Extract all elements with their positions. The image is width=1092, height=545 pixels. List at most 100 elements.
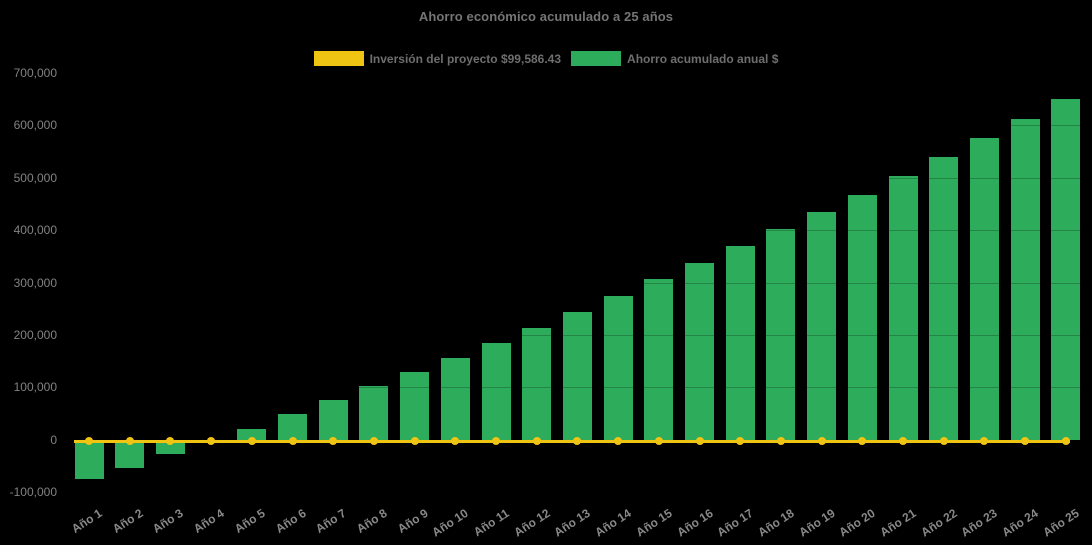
line-marker (939, 437, 948, 446)
bar-año-3 (155, 439, 185, 455)
x-tick-label: Año 20 (836, 506, 878, 540)
investment-label: Inversión del proyecto $99,586.43 (369, 51, 562, 66)
x-tick-label: Año 24 (999, 506, 1041, 540)
line-marker (858, 437, 867, 446)
line-marker (207, 437, 216, 446)
x-tick-label: Año 14 (592, 506, 634, 540)
bar-año-6 (278, 414, 307, 440)
bar-año-5 (237, 428, 267, 440)
x-tick-label: Año 25 (1040, 506, 1082, 540)
bar-año-20 (847, 194, 877, 440)
line-marker (451, 437, 460, 446)
y-tick-label: -100,000 (9, 485, 57, 499)
line-marker (614, 437, 623, 446)
line-marker (776, 437, 785, 446)
x-tick-label: Año 2 (109, 506, 146, 536)
y-tick-label: 500,000 (13, 170, 57, 185)
line-marker (369, 437, 378, 446)
line-marker (532, 437, 541, 446)
x-tick-label: Año 21 (877, 506, 919, 540)
line-marker (817, 437, 826, 446)
grid-line (68, 177, 1085, 179)
y-tick-label: 200,000 (13, 327, 57, 342)
bar-año-22 (929, 156, 959, 440)
grid-line (68, 282, 1085, 284)
grid-line (68, 73, 1085, 74)
x-tick-label: Año 17 (714, 506, 756, 540)
x-tick-label: Año 11 (470, 506, 512, 540)
y-tick-label: 100,000 (13, 380, 57, 395)
x-tick-label: Año 5 (231, 506, 268, 536)
line-marker (1021, 437, 1030, 446)
legend-item-investment: Inversión del proyecto $99,586.43 (313, 51, 562, 66)
x-tick-label: Año 9 (394, 506, 431, 536)
grid-line (68, 230, 1085, 232)
bar-año-23 (969, 137, 999, 440)
savings-label: Ahorro acumulado anual $ (627, 51, 779, 66)
line-marker (695, 437, 704, 446)
investment-swatch (313, 51, 364, 66)
bar-año-1 (74, 439, 104, 480)
line-marker (573, 437, 582, 446)
x-tick-label: Año 10 (429, 506, 471, 540)
savings-swatch (571, 51, 622, 66)
line-marker (329, 437, 338, 446)
x-tick-label: Año 4 (191, 506, 227, 536)
x-tick-label: Año 8 (353, 506, 390, 536)
x-tick-label: Año 12 (511, 506, 553, 540)
bar-año-11 (481, 343, 511, 440)
line-marker (166, 437, 175, 446)
y-tick-label: 300,000 (13, 275, 57, 290)
line-marker (980, 437, 989, 446)
bar-año-8 (359, 386, 389, 440)
line-marker (288, 437, 297, 446)
bar-año-14 (603, 296, 633, 440)
line-marker (899, 437, 907, 446)
bar-año-13 (562, 311, 592, 440)
bar-año-10 (440, 357, 470, 440)
x-tick-label: Año 7 (313, 506, 349, 536)
x-tick-label: Año 22 (918, 506, 960, 540)
line-marker (85, 437, 93, 446)
x-tick-label: Año 3 (150, 506, 187, 536)
line-marker (492, 437, 500, 446)
bar-año-16 (685, 263, 714, 440)
grid-line (68, 387, 1085, 389)
bar-año-9 (400, 371, 430, 440)
bar-año-19 (807, 212, 837, 440)
bar-año-18 (766, 229, 796, 440)
line-marker (1061, 437, 1070, 446)
line-marker (654, 437, 663, 446)
x-tick-label: Año 19 (796, 506, 838, 540)
x-tick-label: Año 1 (69, 506, 105, 536)
x-tick-label: Año 16 (673, 506, 716, 540)
y-tick-label: 600,000 (13, 118, 57, 133)
bar-año-7 (318, 400, 348, 440)
bar-año-12 (522, 327, 552, 440)
bar-año-15 (644, 279, 674, 440)
bar-año-21 (888, 175, 918, 440)
x-tick-label: Año 18 (755, 506, 797, 540)
bar-año-24 (1010, 119, 1040, 440)
investment-line (74, 439, 1070, 443)
chart-title: Ahorro económico acumulado a 25 años (418, 9, 674, 24)
x-tick-label: Año 15 (633, 506, 675, 540)
x-tick-label: Año 23 (958, 506, 1001, 540)
y-tick-label: 400,000 (13, 223, 57, 238)
legend: Inversión del proyecto $99,586.43 Ahorro… (0, 51, 1092, 66)
x-tick-label: Año 13 (551, 506, 594, 540)
line-marker (247, 437, 256, 446)
grid-line (68, 334, 1085, 336)
y-tick-label: 0 (50, 432, 57, 447)
bar-año-25 (1051, 99, 1081, 440)
line-marker (410, 437, 419, 446)
line-marker (736, 437, 745, 446)
x-tick-label: Año 6 (272, 506, 309, 536)
y-tick-label: 700,000 (13, 66, 57, 80)
grid-line (68, 125, 1085, 127)
legend-item-savings: Ahorro acumulado anual $ (571, 51, 778, 66)
bar-año-17 (725, 245, 755, 440)
line-marker (125, 437, 134, 446)
